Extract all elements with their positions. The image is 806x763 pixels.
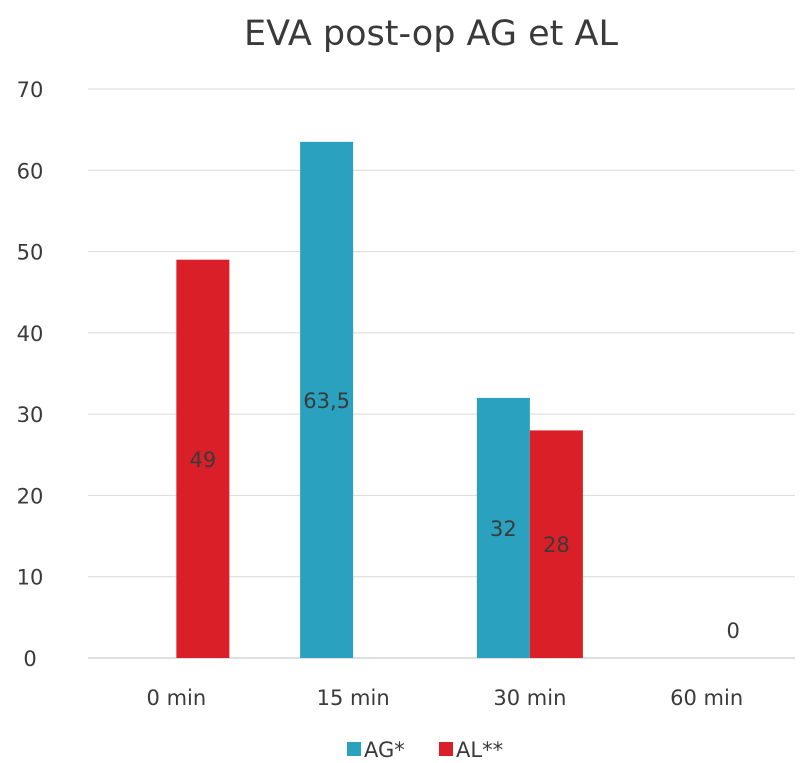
- y-tick-label: 0: [23, 647, 36, 671]
- data-label: 32: [490, 517, 517, 541]
- x-axis-ticks: 0 min 15 min 30 min 60 min: [147, 686, 744, 710]
- legend-label: AG*: [364, 738, 405, 762]
- x-tick-label: 60 min: [670, 686, 743, 710]
- y-tick-label: 50: [17, 241, 44, 265]
- data-label: 0: [726, 619, 739, 643]
- chart-title: EVA post-op AG et AL: [244, 14, 618, 54]
- legend-swatch: [439, 742, 453, 756]
- bar-ag: [300, 141, 354, 659]
- x-tick-label: 15 min: [317, 686, 390, 710]
- y-tick-label: 60: [17, 159, 44, 183]
- y-tick-label: 10: [17, 566, 44, 590]
- legend: AG* AL**: [347, 738, 503, 762]
- legend-label: AL**: [456, 738, 503, 762]
- y-tick-label: 30: [17, 403, 44, 427]
- bar-al: [176, 259, 230, 658]
- legend-swatch: [347, 742, 361, 756]
- bar-al: [529, 430, 583, 658]
- x-tick-label: 0 min: [147, 686, 207, 710]
- x-tick-label: 30 min: [493, 686, 566, 710]
- y-tick-label: 40: [17, 322, 44, 346]
- data-label: 28: [543, 533, 570, 557]
- y-axis-ticks: 0 10 20 30 40 50 60 70: [17, 78, 44, 671]
- data-label: 63,5: [303, 389, 350, 413]
- y-tick-label: 70: [17, 78, 44, 102]
- y-tick-label: 20: [17, 484, 44, 508]
- bar-ag: [476, 397, 530, 658]
- bars: [176, 141, 583, 659]
- data-label: 49: [190, 448, 217, 472]
- data-labels: 49 63,5 32 28 0: [190, 389, 740, 643]
